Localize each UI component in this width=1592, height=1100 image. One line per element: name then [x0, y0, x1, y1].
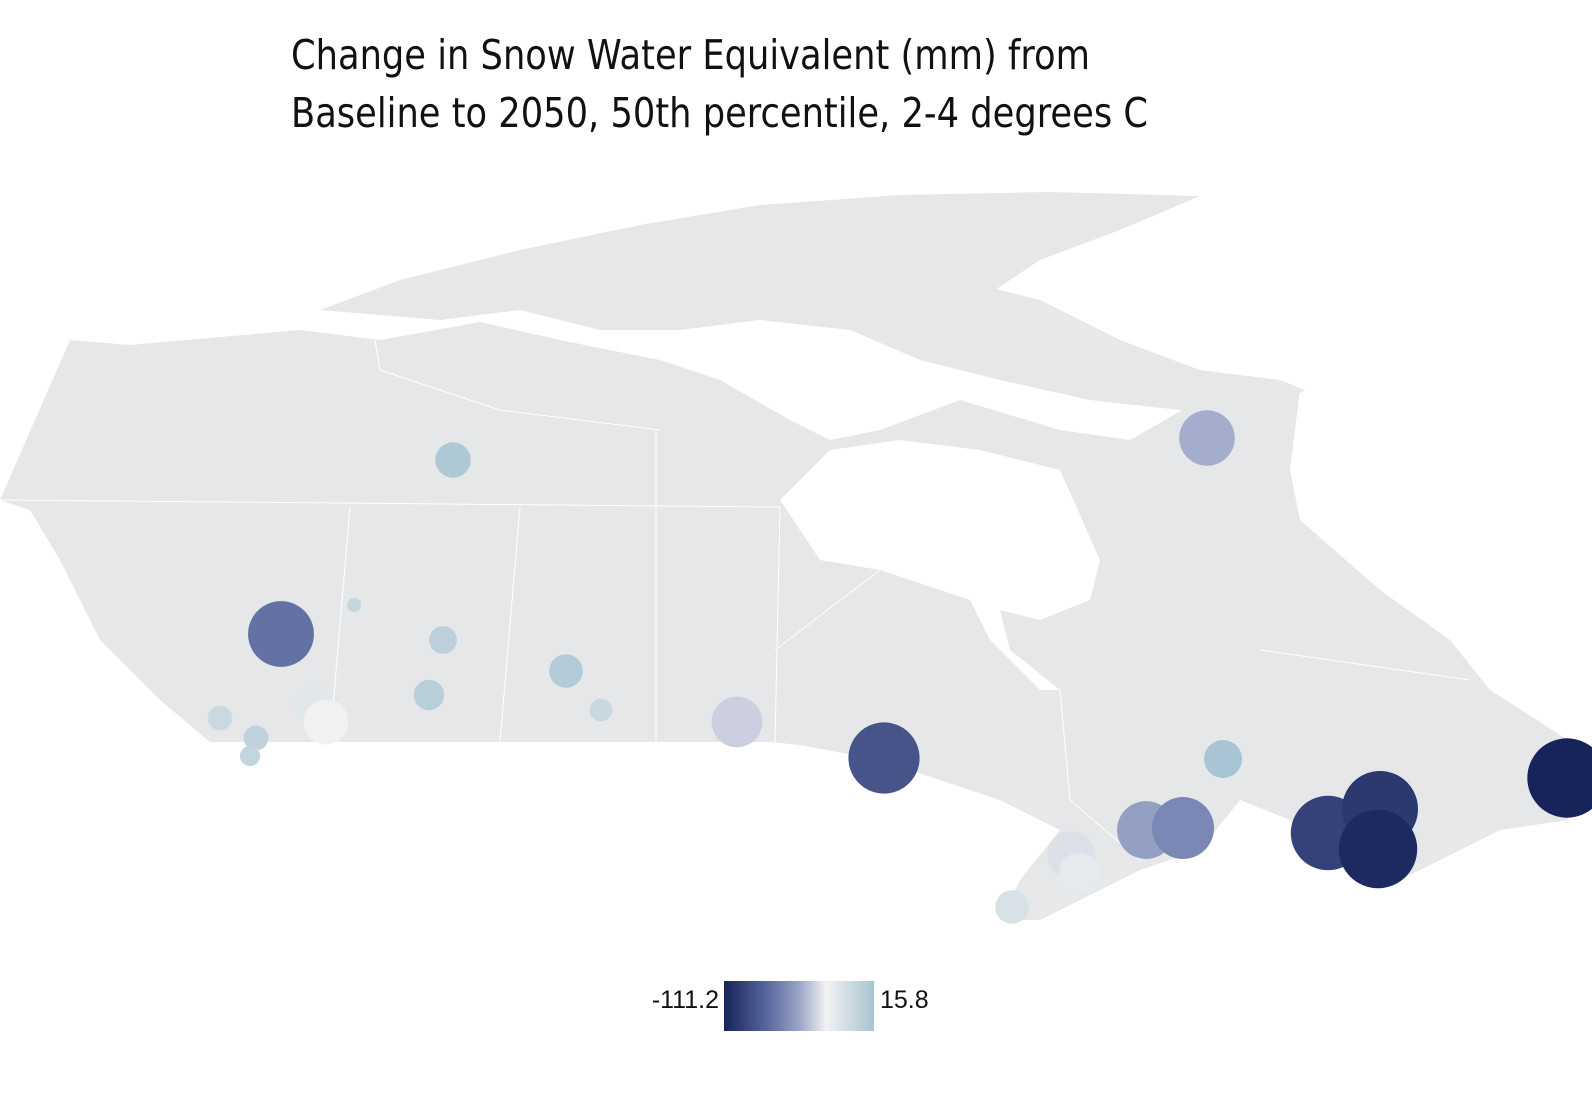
station-bubble [413, 679, 445, 711]
station-bubble [549, 654, 583, 688]
title-line-2: Baseline to 2050, 50th percentile, 2-4 d… [291, 89, 1149, 137]
mainland [0, 322, 1568, 920]
station-bubble [1151, 796, 1215, 860]
station-bubble [1338, 809, 1418, 889]
baffin-island [880, 280, 1305, 420]
station-bubble [435, 442, 471, 478]
station-bubble [711, 696, 763, 748]
hudson-bay [780, 440, 1100, 690]
land [0, 192, 1568, 920]
station-bubble [1058, 852, 1100, 894]
station-bubble [303, 699, 349, 745]
station-bubble [1179, 410, 1235, 466]
station-bubble [243, 725, 269, 751]
station-bubble [239, 745, 261, 767]
station-bubble [347, 598, 361, 612]
legend-color-bar [724, 981, 874, 1031]
station-bubbles [207, 410, 1592, 924]
station-bubble [848, 722, 920, 794]
map-title: Change in Snow Water Equivalent (mm) fro… [291, 26, 1148, 142]
station-bubble [429, 626, 457, 654]
station-bubble [248, 601, 314, 667]
station-bubble [1527, 738, 1592, 818]
station-bubble [1203, 739, 1243, 779]
station-bubble [995, 890, 1029, 924]
legend-max-label: 15.8 [880, 986, 929, 1014]
legend-min-label: -111.2 [651, 986, 719, 1014]
station-bubble [589, 698, 613, 722]
station-bubble [207, 705, 233, 731]
title-line-1: Change in Snow Water Equivalent (mm) fro… [291, 31, 1090, 79]
